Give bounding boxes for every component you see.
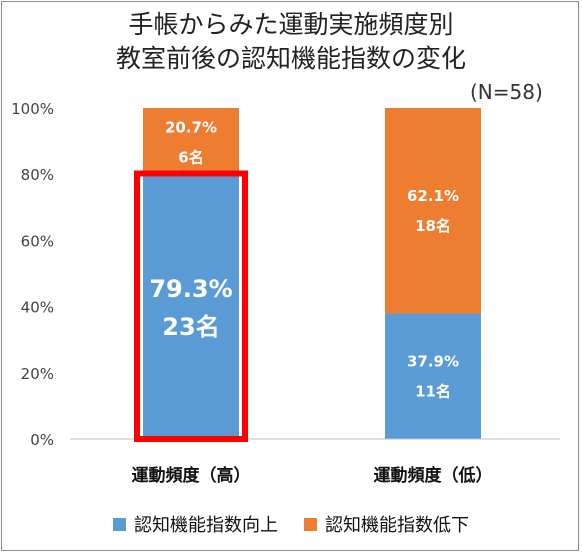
bar-segment [143,108,239,177]
legend-swatch-declined [304,517,317,531]
data-label: 6名 [178,149,203,167]
legend: 認知機能指数向上 認知機能指数低下 [0,511,582,537]
y-tick-label: 80% [21,166,54,184]
y-tick-label: 20% [21,365,54,383]
bar-segment [385,108,481,314]
y-tick-label: 100% [11,100,54,118]
data-label: 37.9% [407,353,459,371]
y-tick-label: 60% [21,232,54,250]
data-label: 11名 [415,383,451,401]
bar-segment [143,176,239,439]
category-label: 運動頻度（高） [132,465,251,486]
bar-segment [385,313,481,439]
data-label: 20.7% [165,119,217,137]
data-label: 62.1% [407,187,459,205]
sample-size-note: (N=58) [470,80,543,104]
data-label: 79.3% [149,275,232,303]
y-tick-label: 40% [21,299,54,317]
data-label: 18名 [415,217,451,235]
legend-swatch-improved [113,517,126,531]
title-line-1: 手帳からみた運動実施頻度別 [128,10,454,39]
highlight-box [134,170,248,442]
chart-title: 手帳からみた運動実施頻度別 教室前後の認知機能指数の変化 [0,8,582,76]
legend-item-improved: 認知機能指数向上 [113,511,278,537]
legend-label-declined: 認知機能指数低下 [325,515,469,536]
data-label: 23名 [162,313,219,341]
title-line-2: 教室前後の認知機能指数の変化 [115,44,466,73]
category-label: 運動頻度（低） [374,465,493,486]
legend-item-declined: 認知機能指数低下 [304,511,469,537]
y-tick-label: 0% [30,431,54,449]
legend-label-improved: 認知機能指数向上 [134,515,278,536]
